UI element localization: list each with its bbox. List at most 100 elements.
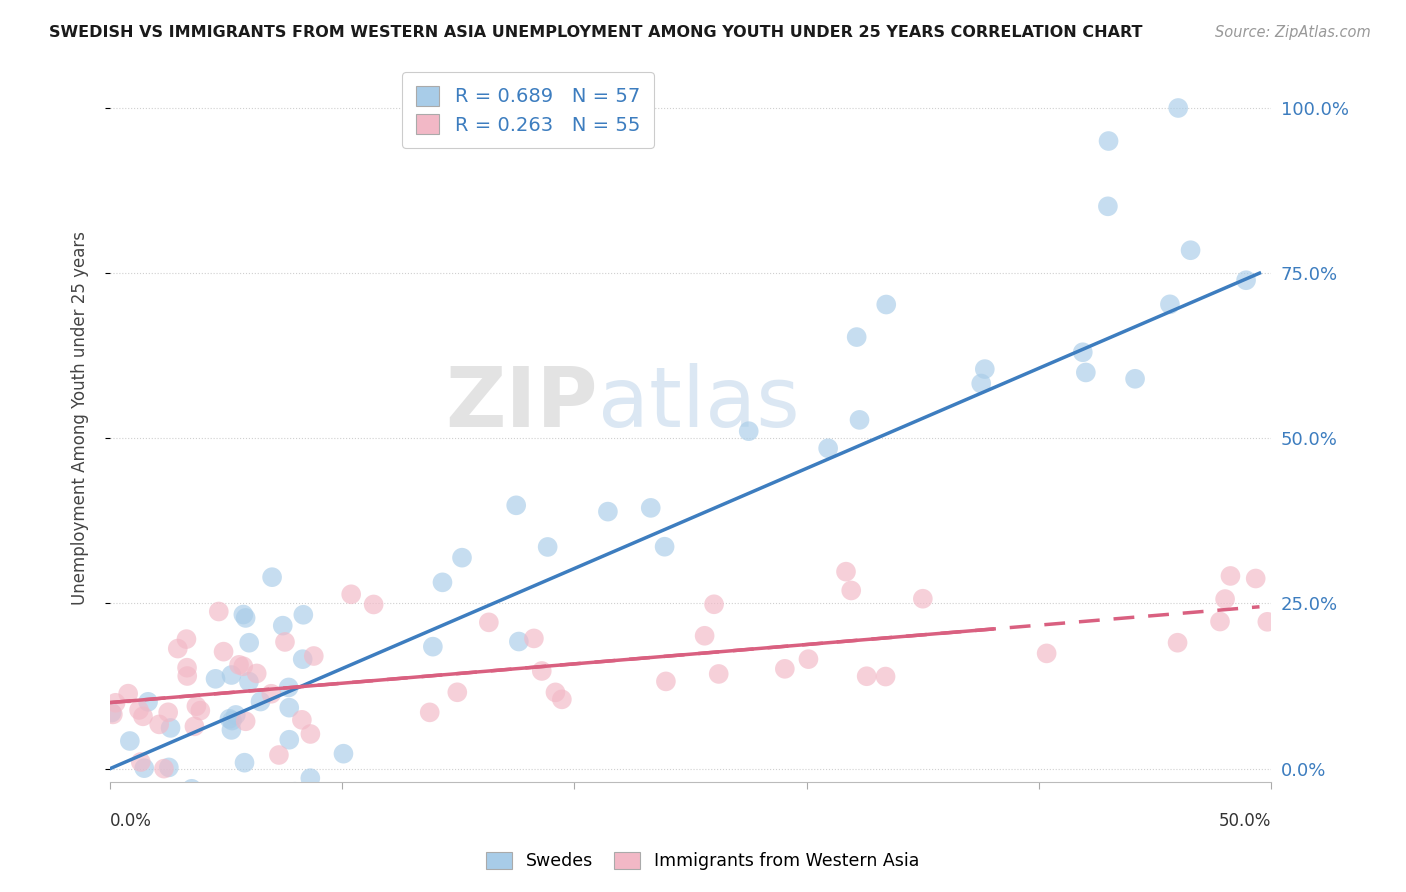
Point <box>291 652 314 666</box>
Point <box>1213 592 1236 607</box>
Point <box>422 640 444 654</box>
Point <box>221 714 243 728</box>
Point <box>277 681 299 695</box>
Point <box>117 687 139 701</box>
Point <box>183 719 205 733</box>
Point <box>703 597 725 611</box>
Point <box>260 687 283 701</box>
Point <box>1035 646 1057 660</box>
Point <box>970 376 993 391</box>
Point <box>284 785 307 799</box>
Point <box>157 706 180 720</box>
Point <box>302 648 325 663</box>
Y-axis label: Unemployment Among Youth under 25 years: Unemployment Among Youth under 25 years <box>72 232 89 606</box>
Point <box>693 629 716 643</box>
Point <box>1071 345 1094 359</box>
Point <box>218 712 240 726</box>
Point <box>274 635 297 649</box>
Point <box>292 607 315 622</box>
Point <box>155 795 177 809</box>
Point <box>228 657 250 672</box>
Point <box>128 703 150 717</box>
Legend: R = 0.689   N = 57, R = 0.263   N = 55: R = 0.689 N = 57, R = 0.263 N = 55 <box>402 72 654 148</box>
Point <box>655 674 678 689</box>
Point <box>505 498 527 512</box>
Point <box>225 707 247 722</box>
Point <box>129 755 152 769</box>
Point <box>104 696 127 710</box>
Point <box>839 583 862 598</box>
Text: ZIP: ZIP <box>446 363 598 444</box>
Point <box>134 761 156 775</box>
Point <box>209 795 232 809</box>
Point <box>1097 134 1119 148</box>
Point <box>446 685 468 699</box>
Point <box>596 505 619 519</box>
Point <box>845 330 868 344</box>
Point <box>159 721 181 735</box>
Point <box>235 714 257 729</box>
Point <box>1256 615 1278 629</box>
Point <box>451 550 474 565</box>
Point <box>1219 569 1241 583</box>
Point <box>332 747 354 761</box>
Point <box>773 662 796 676</box>
Point <box>186 795 208 809</box>
Point <box>271 618 294 632</box>
Point <box>835 565 858 579</box>
Text: 50.0%: 50.0% <box>1219 812 1271 830</box>
Point <box>1074 366 1097 380</box>
Point <box>188 704 211 718</box>
Point <box>238 636 260 650</box>
Point <box>707 667 730 681</box>
Point <box>530 664 553 678</box>
Point <box>148 717 170 731</box>
Point <box>232 659 254 673</box>
Point <box>875 297 897 311</box>
Point <box>797 652 820 666</box>
Point <box>118 734 141 748</box>
Point <box>176 632 198 646</box>
Point <box>221 723 243 737</box>
Point <box>249 694 271 708</box>
Point <box>1234 273 1257 287</box>
Text: atlas: atlas <box>598 363 800 444</box>
Point <box>875 669 897 683</box>
Point <box>246 666 269 681</box>
Point <box>180 781 202 796</box>
Point <box>100 706 122 720</box>
Point <box>278 700 301 714</box>
Point <box>1167 636 1189 650</box>
Point <box>1180 244 1202 258</box>
Point <box>855 669 877 683</box>
Point <box>176 661 198 675</box>
Point <box>340 587 363 601</box>
Point <box>817 442 839 456</box>
Point <box>291 713 314 727</box>
Point <box>186 699 208 714</box>
Point <box>544 685 567 699</box>
Point <box>212 645 235 659</box>
Point <box>911 591 934 606</box>
Point <box>136 695 159 709</box>
Point <box>973 362 995 376</box>
Point <box>157 760 180 774</box>
Point <box>1167 101 1189 115</box>
Point <box>208 605 231 619</box>
Point <box>153 762 176 776</box>
Point <box>262 570 284 584</box>
Point <box>235 611 257 625</box>
Point <box>363 598 385 612</box>
Point <box>478 615 501 630</box>
Point <box>299 771 322 785</box>
Point <box>233 756 256 770</box>
Text: Source: ZipAtlas.com: Source: ZipAtlas.com <box>1215 25 1371 40</box>
Point <box>537 540 560 554</box>
Point <box>1123 372 1146 386</box>
Text: SWEDISH VS IMMIGRANTS FROM WESTERN ASIA UNEMPLOYMENT AMONG YOUTH UNDER 25 YEARS : SWEDISH VS IMMIGRANTS FROM WESTERN ASIA … <box>49 25 1143 40</box>
Point <box>508 634 530 648</box>
Point <box>232 607 254 622</box>
Point <box>221 668 243 682</box>
Point <box>267 747 290 762</box>
Point <box>101 707 124 722</box>
